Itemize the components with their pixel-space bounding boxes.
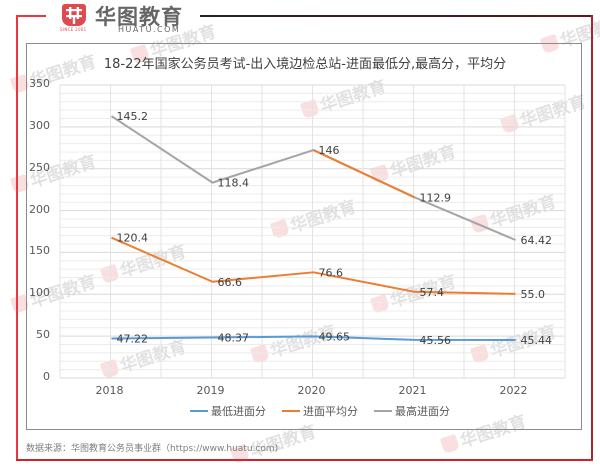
- legend-label-min: 最低进面分: [211, 405, 266, 418]
- frame-border-bottom: [16, 459, 593, 461]
- x-tick-label: 2022: [499, 384, 528, 397]
- series-line-0: [111, 335, 516, 341]
- data-source-note: 数据来源：华图教育公务员事业群（https://www.huatu.com): [26, 444, 279, 454]
- data-label: 120.4: [117, 232, 149, 245]
- data-label: 66.6: [218, 276, 243, 289]
- data-label: 49.65: [319, 330, 351, 343]
- data-label: 145.2: [117, 110, 149, 123]
- legend-swatch-max: [374, 410, 392, 412]
- legend-label-max: 最高进面分: [395, 405, 450, 418]
- series-line-2: [110, 115, 516, 241]
- y-tick-label: 200: [29, 202, 50, 216]
- data-label: 76.6: [319, 266, 344, 279]
- chart-title: 18-22年国家公务员考试-出入境边检总站-进面最低分,最高分，平均分: [103, 57, 507, 72]
- legend-swatch-min: [190, 410, 208, 412]
- x-tick-label: 2021: [398, 384, 427, 397]
- data-label: 146: [319, 144, 340, 157]
- data-label: 45.56: [420, 334, 452, 347]
- legend-item-avg: 进面平均分: [282, 404, 358, 418]
- y-tick-label: 100: [29, 286, 50, 300]
- data-label: 48.37: [218, 332, 250, 345]
- data-label: 57.4: [420, 286, 445, 299]
- frame-border-top-right: [200, 15, 593, 17]
- logo-since: SINCE 2001: [60, 27, 87, 32]
- logo-chinese-text: 华图教育: [95, 5, 183, 29]
- y-tick-label: 250: [29, 160, 50, 174]
- y-tick-label: 150: [29, 244, 50, 258]
- series-line-overlay: [313, 149, 415, 199]
- legend-item-min: 最低进面分: [190, 404, 266, 418]
- x-tick-label: 2019: [196, 384, 225, 397]
- y-tick-label: 50: [36, 328, 50, 342]
- huatu-badge-icon: [62, 4, 86, 26]
- y-tick-label: 0: [43, 370, 50, 383]
- x-tick-label: 2020: [297, 384, 326, 397]
- data-label: 64.42: [521, 234, 553, 247]
- frame-border-left: [16, 15, 18, 461]
- chart-area: [26, 43, 582, 430]
- legend-swatch-avg: [282, 410, 300, 412]
- y-tick-label: 350: [29, 77, 50, 90]
- data-label: 47.22: [117, 332, 149, 345]
- frame-border-right: [591, 15, 593, 461]
- data-label: 118.4: [218, 177, 250, 190]
- data-label: 45.44: [521, 334, 553, 347]
- series-line-1: [111, 236, 516, 295]
- huatu-logo: SINCE 2001 华图教育 HUATU.COM: [60, 3, 190, 35]
- y-tick-label: 300: [29, 118, 50, 132]
- data-label: 55.0: [521, 288, 546, 301]
- logo-english-text: HUATU.COM: [118, 25, 181, 34]
- legend: 最低进面分 进面平均分 最高进面分: [190, 404, 450, 418]
- frame-border-top-left: [16, 15, 46, 17]
- legend-label-avg: 进面平均分: [303, 405, 358, 418]
- legend-item-max: 最高进面分: [374, 404, 450, 418]
- data-label: 112.9: [420, 191, 452, 204]
- x-tick-label: 2018: [95, 384, 124, 397]
